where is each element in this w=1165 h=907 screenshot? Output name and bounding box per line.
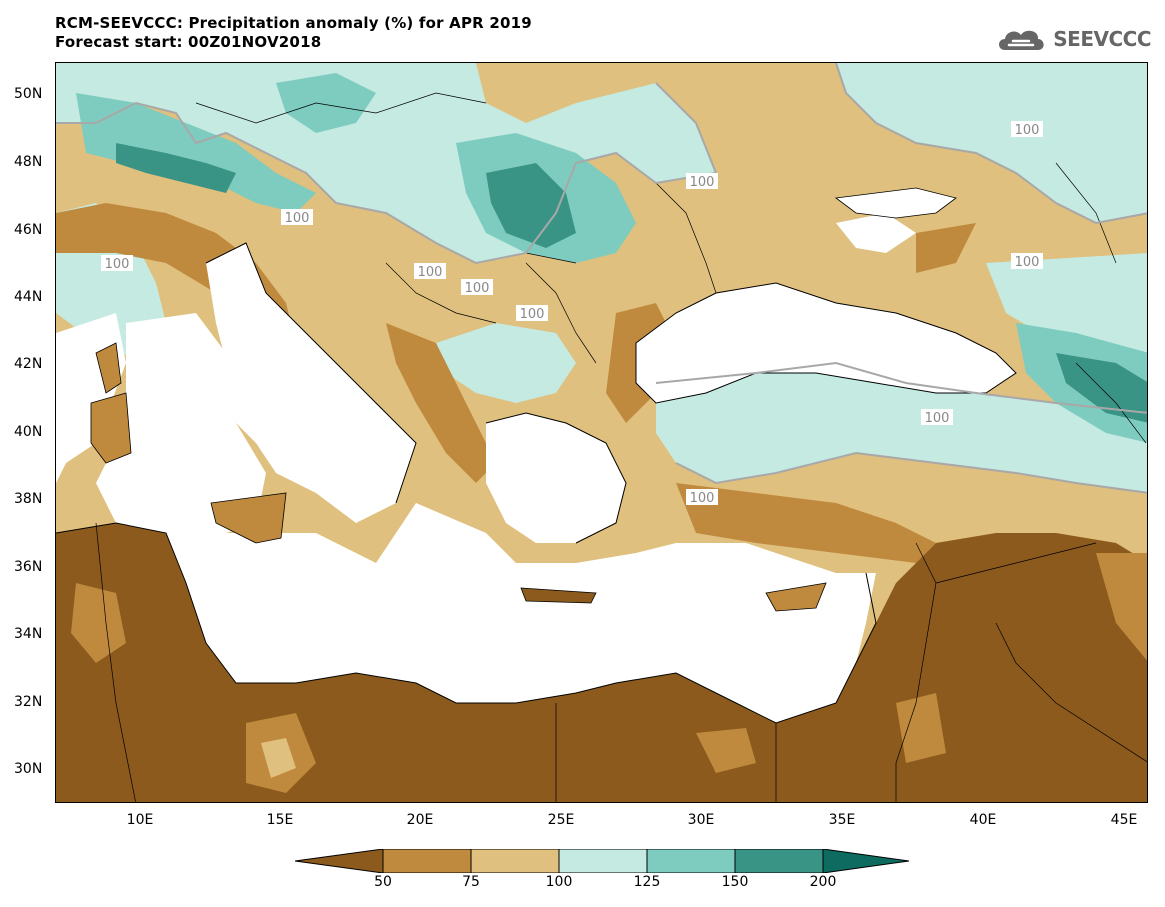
lon-label: 45E [1110,812,1138,828]
colorbar-segment-100-125 [558,849,648,873]
lon-label: 35E [828,812,856,828]
lon-label: 20E [406,812,434,828]
corsica [95,342,122,394]
contour-100 [56,63,1147,494]
chart-title: RCM-SEEVCCC: Precipitation anomaly (%) f… [55,14,532,52]
anomaly-map: 100 100 100 100 100 100 [55,62,1148,803]
sicily [210,492,287,544]
lat-label: 34N [14,626,43,642]
dry-mid-egypt [696,728,756,773]
colorbar [295,849,910,873]
logo-text: SEEVCCC [1053,27,1151,51]
svg-text:100: 100 [285,211,310,226]
wet-dark-alps [116,143,236,193]
lon-label: 10E [126,812,154,828]
dry-mid-western-balkans [386,323,496,483]
dry-mid-jordan [896,693,946,763]
svg-text:100: 100 [105,257,130,272]
svg-text:100: 100 [520,307,545,322]
wet-zone-balkans [436,323,576,403]
lat-label: 40N [14,424,43,440]
contour-label: 100 [281,209,313,226]
lon-label: 25E [547,812,575,828]
wet-mid-alps [76,93,316,213]
lat-label: 36N [14,559,43,575]
colorbar-tick-label: 50 [374,874,392,890]
colorbar-tick-label: 150 [721,874,749,890]
wet-zone-anatolia [656,363,1147,493]
seevccc-logo: SEEVCCC [995,22,1151,56]
adriatic-sea [206,243,416,523]
lon-label: 15E [266,812,294,828]
lat-label: 50N [14,86,43,102]
svg-text:100: 100 [465,281,490,296]
dry-mid-iran-border [1096,553,1147,661]
sea-of-azov [836,213,916,253]
dry-dark-north-africa-levant [56,523,1147,802]
title-line: RCM-SEEVCCC: Precipitation anomaly (%) f… [55,14,532,32]
svg-text:100: 100 [418,265,443,280]
svg-text:100: 100 [1015,123,1040,138]
colorbar-tick-label: 75 [462,874,480,890]
wet-dark-caucasus [1056,353,1147,423]
dry-mid-south-anatolia [676,483,936,563]
svg-text:100: 100 [925,411,950,426]
colorbar-segment-75-100 [470,849,560,873]
svg-text:100: 100 [690,491,715,506]
colorbar-tick-label: 125 [633,874,661,890]
coastlines [56,242,1017,724]
dry-mid-tunisia [71,583,126,663]
lon-label: 40E [969,812,997,828]
aegean-sea [486,413,626,543]
contour-label: 100 [1011,253,1043,270]
cloud-icon [999,30,1044,50]
contour-label: 100 [101,255,133,272]
crete [520,587,597,604]
wet-zone-ukraine-east [836,63,1147,223]
contour-label: 100 [516,305,548,322]
colorbar-segment-gt200 [822,849,910,873]
subtitle-line: Forecast start: 00Z01NOV2018 [55,33,322,51]
svg-text:100: 100 [690,175,715,190]
map-canvas: 100 100 100 100 100 100 [56,63,1147,802]
colorbar-tick-label: 100 [545,874,573,890]
sardinia [90,392,132,464]
dry-light-libya [261,738,296,778]
colorbar-segment-150-200 [734,849,824,873]
contour-label: 100 [686,489,718,506]
tyrrhenian-sea [96,313,266,533]
lat-label: 46N [14,222,43,238]
lat-label: 42N [14,356,43,372]
cyprus [765,582,827,612]
lat-label: 38N [14,491,43,507]
colorbar-segment-50-75 [382,849,472,873]
lat-label: 32N [14,694,43,710]
colorbar-segment-125-150 [646,849,736,873]
contour-label: 100 [686,173,718,190]
svg-text:100: 100 [1015,255,1040,270]
wet-mid-bohemia [276,73,376,133]
lat-label: 44N [14,289,43,305]
crimea-coast [834,187,957,219]
contour-label: 100 [461,279,493,296]
colorbar-tick-label: 200 [809,874,837,890]
contour-label: 100 [921,409,953,426]
contour-labels: 100 100 100 100 100 100 [101,121,1043,506]
black-sea [636,283,1016,403]
wet-dark-carpathians [486,163,576,248]
dry-mid-kuban [916,223,976,273]
lat-label: 30N [14,761,43,777]
lat-label: 48N [14,154,43,170]
colorbar-segment-lt50 [295,849,384,873]
contour-label: 100 [1011,121,1043,138]
lon-label: 30E [687,812,715,828]
central-eastern-mediterranean [166,503,876,723]
contour-label: 100 [414,263,446,280]
